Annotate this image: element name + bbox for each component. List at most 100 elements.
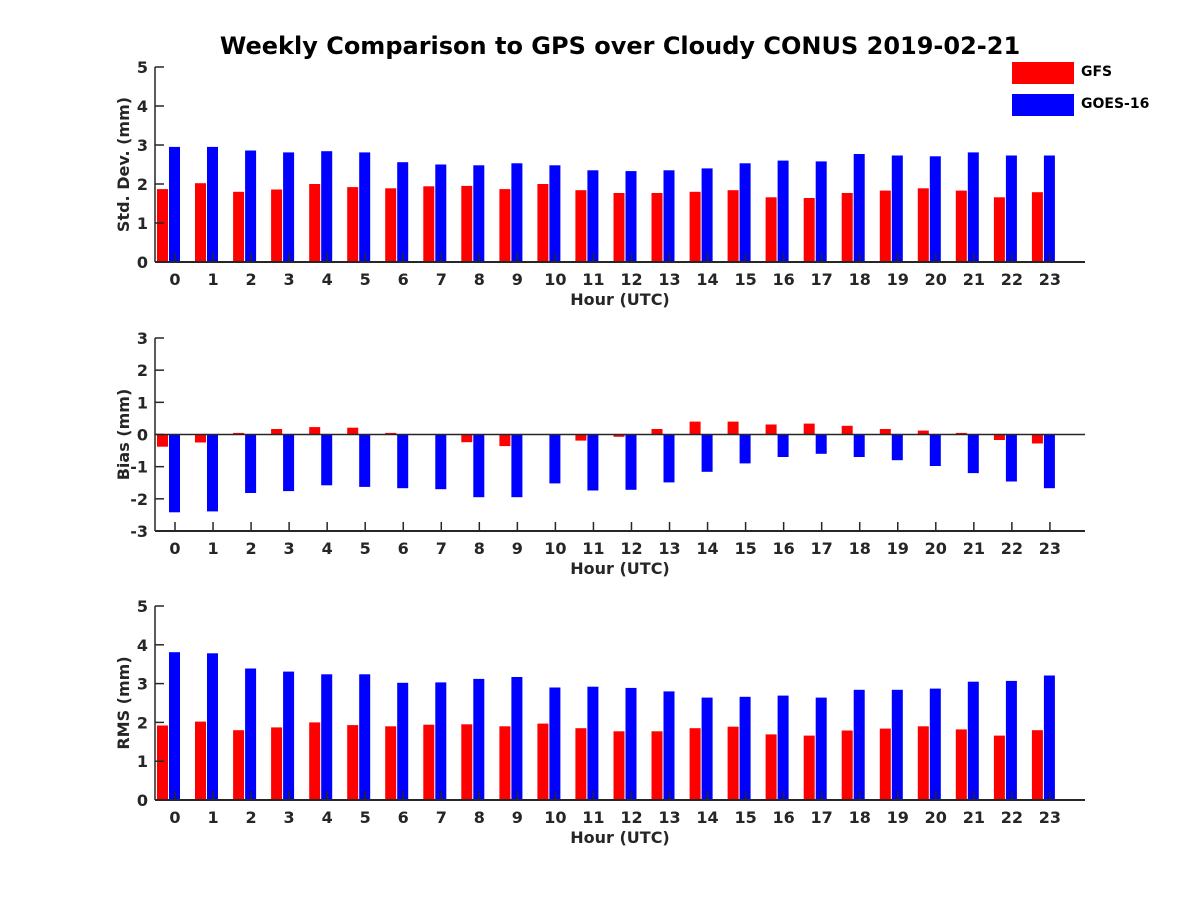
x-tick-label: 3 [284, 270, 295, 289]
bar-goes16-hour-1 [207, 434, 218, 512]
x-tick-label: 8 [474, 808, 485, 827]
bar-goes16-hour-23 [1043, 675, 1055, 800]
y-tick-label: 3 [137, 675, 148, 694]
bar-gfs-hour-22 [993, 197, 1005, 262]
bar-goes16-hour-5 [359, 434, 371, 487]
x-tick-label: 6 [398, 270, 409, 289]
bar-goes16-hour-11 [587, 170, 599, 262]
bar-goes16-hour-0 [169, 434, 180, 513]
bar-gfs-hour-17 [803, 198, 815, 262]
x-tick-label: 22 [1001, 539, 1023, 558]
bar-goes16-hour-13 [663, 434, 675, 483]
x-tick-label: 22 [1001, 808, 1023, 827]
y-tick-label: 3 [137, 136, 148, 155]
x-tick-label: 16 [773, 270, 795, 289]
bar-gfs-hour-13 [651, 429, 663, 435]
bar-gfs-hour-8 [461, 724, 473, 800]
x-tick-label: 4 [322, 270, 333, 289]
bar-goes16-hour-0 [169, 652, 180, 800]
bar-goes16-hour-3 [283, 434, 295, 492]
x-tick-label: 1 [207, 539, 218, 558]
bar-gfs-hour-0 [157, 434, 168, 447]
x-tick-label: 20 [925, 539, 947, 558]
bar-goes16-hour-15 [739, 163, 751, 262]
y-tick-label: 0 [137, 253, 148, 272]
bar-gfs-hour-10 [537, 723, 549, 800]
bar-goes16-hour-22 [1005, 434, 1017, 482]
y-tick-label: 3 [137, 329, 148, 348]
bar-goes16-hour-6 [397, 434, 409, 489]
bar-gfs-hour-9 [499, 434, 511, 447]
x-tick-label: 2 [246, 808, 257, 827]
bar-goes16-hour-4 [321, 674, 333, 800]
bar-gfs-hour-15 [727, 190, 739, 262]
x-tick-label: 7 [436, 808, 447, 827]
x-tick-label: 16 [773, 808, 795, 827]
x-tick-label: 20 [925, 270, 947, 289]
bar-gfs-hour-5 [347, 427, 359, 435]
x-tick-label: 6 [398, 808, 409, 827]
x-tick-label: 15 [734, 808, 756, 827]
bar-gfs-hour-22 [993, 735, 1005, 800]
bar-goes16-hour-10 [549, 687, 561, 800]
x-tick-label: 0 [169, 808, 180, 827]
bar-goes16-hour-15 [739, 434, 751, 464]
y-tick-label: 4 [137, 97, 148, 116]
bar-goes16-hour-20 [929, 156, 941, 262]
x-tick-label: 18 [849, 270, 871, 289]
bar-goes16-hour-14 [701, 168, 713, 262]
x-tick-label: 17 [811, 539, 833, 558]
bar-gfs-hour-8 [461, 185, 473, 262]
figure-title: Weekly Comparison to GPS over Cloudy CON… [219, 32, 1021, 60]
bar-goes16-hour-18 [853, 434, 865, 457]
bar-gfs-hour-9 [499, 189, 511, 262]
bar-goes16-hour-18 [853, 154, 865, 262]
x-tick-label: 22 [1001, 270, 1023, 289]
bar-gfs-hour-9 [499, 726, 511, 800]
legend-entry-goes16: GOES-16 [1012, 94, 1172, 116]
y-tick-label: -1 [130, 458, 148, 477]
bar-gfs-hour-10 [537, 184, 549, 262]
y-tick-label: 0 [137, 426, 148, 445]
bar-goes16-hour-18 [853, 689, 865, 800]
bar-goes16-hour-13 [663, 170, 675, 262]
bar-goes16-hour-7 [435, 682, 447, 800]
bar-gfs-hour-23 [1031, 192, 1043, 262]
bar-gfs-hour-13 [651, 731, 663, 800]
bar-gfs-hour-5 [347, 187, 359, 262]
x-tick-label: 2 [246, 539, 257, 558]
bar-gfs-hour-21 [955, 729, 967, 800]
y-axis-label: Bias (mm) [114, 389, 133, 481]
bar-gfs-hour-18 [841, 425, 853, 435]
bar-gfs-hour-20 [917, 430, 929, 435]
x-tick-label: 0 [169, 539, 180, 558]
bar-goes16-hour-19 [891, 434, 903, 461]
bar-gfs-hour-12 [613, 731, 625, 800]
x-tick-label: 15 [734, 539, 756, 558]
legend-label-gfs: GFS [1081, 64, 1113, 80]
x-axis-label: Hour (UTC) [570, 290, 670, 309]
bar-gfs-hour-16 [765, 734, 777, 800]
bar-goes16-hour-16 [777, 695, 789, 800]
bar-gfs-hour-11 [575, 190, 587, 262]
bar-gfs-hour-23 [1031, 730, 1043, 800]
x-tick-label: 14 [696, 539, 718, 558]
bar-goes16-hour-21 [967, 681, 979, 800]
bar-goes16-hour-14 [701, 697, 713, 800]
bar-goes16-hour-2 [245, 150, 257, 262]
x-tick-label: 4 [322, 808, 333, 827]
bar-goes16-hour-21 [967, 152, 979, 262]
y-axis-label: RMS (mm) [114, 656, 133, 749]
bar-goes16-hour-9 [511, 163, 523, 262]
x-tick-label: 10 [544, 539, 566, 558]
bar-gfs-hour-6 [385, 726, 397, 800]
bar-goes16-hour-8 [473, 678, 485, 800]
bar-goes16-hour-1 [207, 653, 218, 800]
bar-gfs-hour-2 [233, 191, 245, 262]
bar-goes16-hour-3 [283, 152, 295, 262]
bar-goes16-hour-11 [587, 686, 599, 800]
x-tick-label: 17 [811, 270, 833, 289]
legend-label-goes16: GOES-16 [1081, 96, 1150, 112]
bar-goes16-hour-15 [739, 696, 751, 800]
bar-gfs-hour-19 [879, 190, 891, 262]
